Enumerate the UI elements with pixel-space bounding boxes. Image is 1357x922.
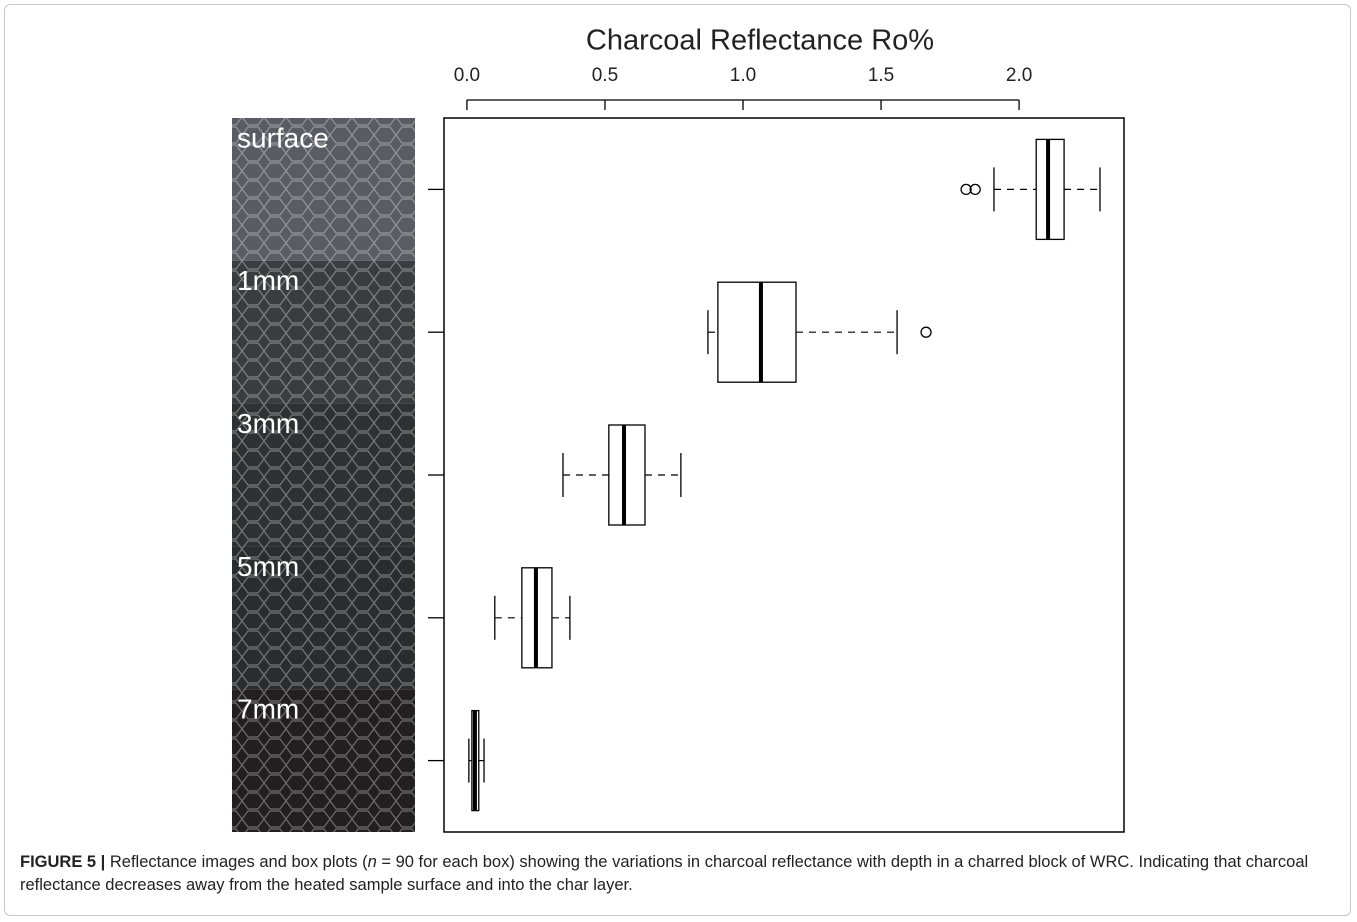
x-tick-label: 0.5 (592, 65, 618, 86)
category-label: 7mm (237, 694, 299, 725)
x-tick-label: 1.0 (730, 65, 756, 86)
caption-text: Reflectance images and box plots ( (105, 853, 368, 871)
outlier (920, 326, 932, 338)
image-texture (232, 546, 415, 690)
x-tick-label: 2.0 (1006, 65, 1032, 86)
image-texture (232, 260, 415, 404)
caption-text: = 90 for each box) showing the variation… (20, 853, 1309, 894)
outlier (960, 183, 972, 196)
caption: FIGURE 5 | Reflectance images and box pl… (20, 851, 1340, 897)
outlier (969, 183, 981, 196)
figure-frame (4, 4, 1351, 916)
box (1035, 138, 1065, 241)
plot-box (443, 117, 1125, 833)
image-texture (232, 118, 415, 261)
image-texture (232, 403, 415, 547)
category-label: 5mm (237, 551, 299, 582)
chart-title: Charcoal Reflectance Ro% (586, 25, 934, 57)
category-label: 1mm (237, 265, 299, 296)
box (608, 424, 646, 526)
x-tick-label: 0.0 (454, 65, 480, 86)
x-tick-label: 1.5 (868, 65, 894, 86)
box (717, 281, 797, 383)
caption-variable: n (367, 853, 377, 871)
image-texture (232, 689, 415, 832)
caption-label: FIGURE 5 | (20, 853, 106, 871)
category-label: 3mm (237, 408, 299, 439)
category-label: surface (237, 122, 329, 153)
